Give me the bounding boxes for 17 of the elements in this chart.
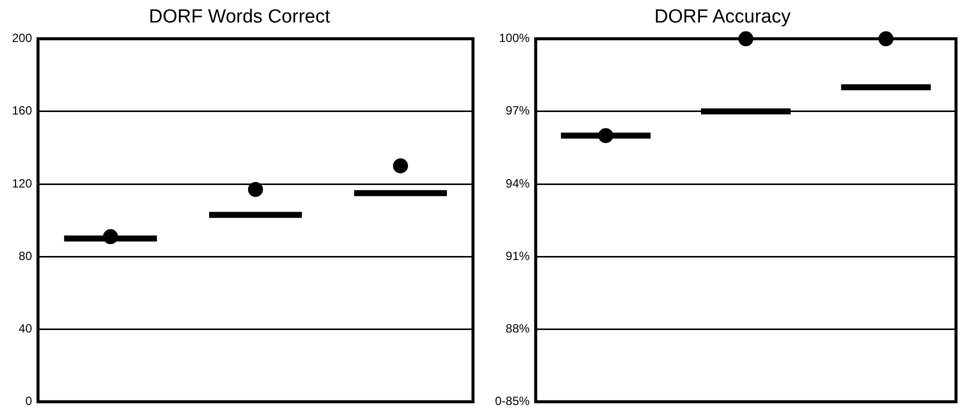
y-tick-label: 0 <box>25 394 32 408</box>
point <box>103 229 118 244</box>
y-tick-label: 160 <box>12 104 32 118</box>
y-tick-label: 120 <box>12 176 32 190</box>
y-tick-label: 0-85% <box>495 394 530 408</box>
y-tick-label: 91% <box>506 248 530 263</box>
y-tick-label: 40 <box>18 322 32 336</box>
y-tick-label: 88% <box>506 322 530 336</box>
y-tick-label: 80 <box>18 248 32 263</box>
chart-title: DORF Words Correct <box>148 6 331 28</box>
point <box>393 158 408 174</box>
y-tick-label: 97% <box>506 104 530 118</box>
point <box>248 182 264 197</box>
chart-title: DORF Accuracy <box>654 6 792 28</box>
y-tick-label: 94% <box>506 176 530 190</box>
y-tick-label: 100% <box>498 31 530 46</box>
y-tick-label: 200 <box>12 31 32 46</box>
